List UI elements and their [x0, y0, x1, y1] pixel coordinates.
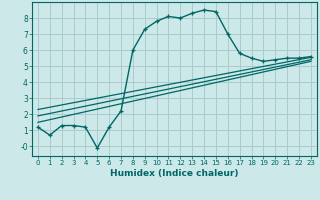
X-axis label: Humidex (Indice chaleur): Humidex (Indice chaleur): [110, 169, 239, 178]
